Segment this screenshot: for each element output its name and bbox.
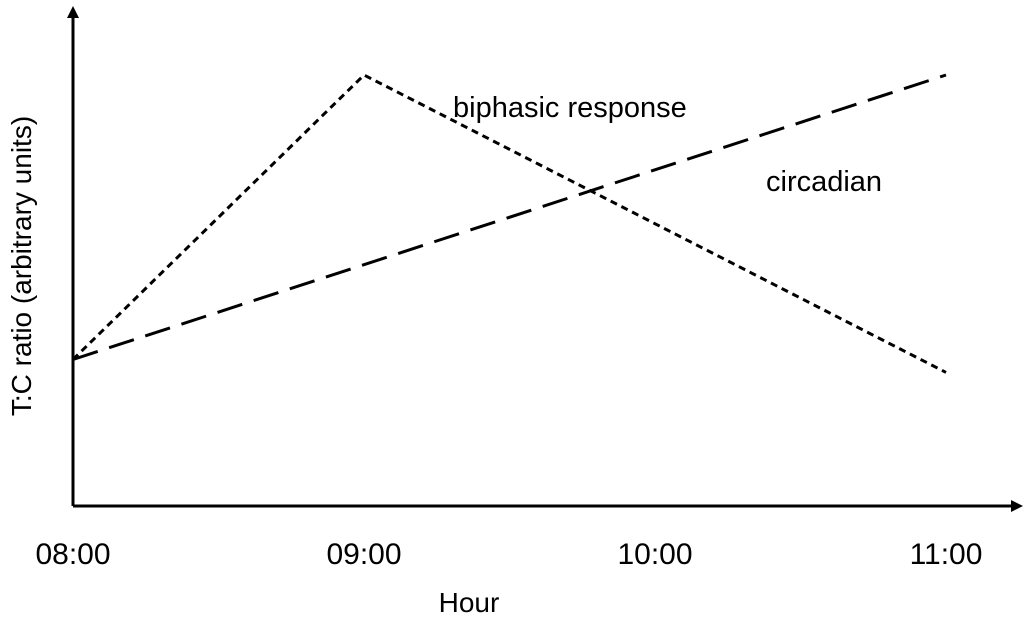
- x-axis-title: Hour: [439, 587, 500, 618]
- series-label-circadian: circadian: [766, 166, 882, 198]
- series-line-biphasic-response: [71, 73, 947, 374]
- series-label-biphasic-response: biphasic response: [453, 92, 687, 124]
- y-axis-title: T:C ratio (arbitrary units): [6, 116, 37, 416]
- x-tick-label: 10:00: [617, 538, 692, 571]
- x-tick-label: 11:00: [910, 538, 983, 571]
- x-tick-label: 09:00: [326, 538, 401, 571]
- series-line-circadian: [72, 73, 947, 361]
- x-tick-labels: 08:00 09:00 10:00 11:00: [35, 538, 982, 571]
- x-tick-label: 08:00: [35, 538, 110, 571]
- series-layer: [71, 73, 947, 374]
